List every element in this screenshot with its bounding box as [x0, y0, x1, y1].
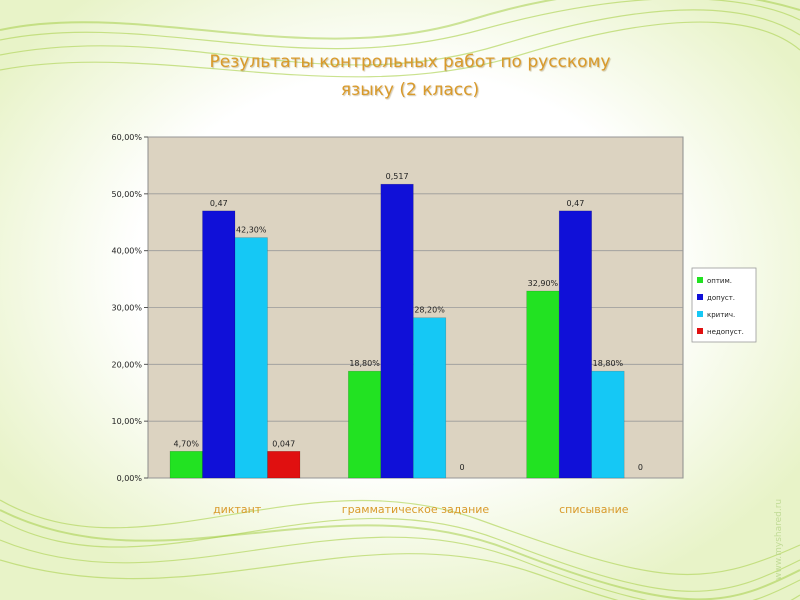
data-label: 4,70%	[174, 439, 200, 448]
bar	[267, 451, 301, 479]
legend-entry: допуст.	[707, 294, 735, 302]
data-label: 18,80%	[349, 359, 380, 368]
data-label: 0	[638, 463, 643, 472]
y-tick-label: 30,00%	[111, 304, 142, 313]
bar	[348, 370, 382, 479]
data-label: 0,47	[210, 199, 228, 208]
legend-entry: оптим.	[707, 277, 732, 285]
data-label: 0,047	[272, 439, 295, 448]
data-label: 28,20%	[414, 306, 445, 315]
legend-swatch	[697, 328, 703, 334]
y-tick-label: 10,00%	[111, 417, 142, 426]
y-tick-label: 20,00%	[111, 360, 142, 369]
legend-swatch	[697, 294, 703, 300]
data-label: 0,47	[567, 199, 585, 208]
data-label: 0,517	[386, 172, 409, 181]
category-label: диктант	[213, 503, 262, 516]
chart-title-line-2: языку (2 класс)	[340, 80, 480, 100]
bar	[558, 210, 592, 479]
y-tick-label: 0,00%	[117, 474, 143, 483]
data-label: 42,30%	[236, 226, 267, 235]
watermark: www.myshared.ru	[774, 498, 784, 580]
bar	[413, 317, 447, 479]
y-tick-label: 50,00%	[111, 190, 142, 199]
legend-entry: критич.	[707, 311, 735, 319]
data-label: 0	[460, 463, 465, 472]
data-label: 18,80%	[593, 359, 624, 368]
data-label: 32,90%	[528, 279, 559, 288]
legend-swatch	[697, 311, 703, 317]
bar	[169, 451, 203, 479]
bar	[526, 290, 560, 479]
category-label: грамматическое задание	[342, 503, 490, 516]
y-tick-label: 40,00%	[111, 247, 142, 256]
y-tick-label: 60,00%	[111, 133, 142, 142]
chart-title: Результаты контрольных работ по русскому…	[150, 48, 670, 104]
legend-entry: недопуст.	[707, 328, 744, 336]
category-label: списывание	[559, 503, 629, 516]
bar	[591, 370, 625, 479]
bar	[380, 183, 414, 479]
legend-swatch	[697, 277, 703, 283]
bar	[202, 210, 236, 479]
chart-legend: оптим. допуст. критич. недопуст.	[691, 267, 757, 343]
chart-title-line-1: Результаты контрольных работ по русскому	[209, 52, 611, 72]
bar	[234, 237, 268, 479]
